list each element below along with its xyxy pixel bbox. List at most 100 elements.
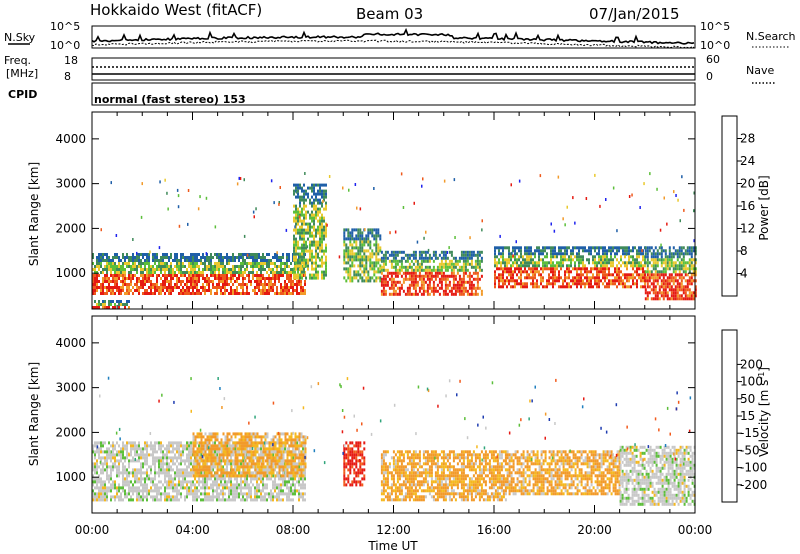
nave-tick-bottom: 0 xyxy=(706,70,713,83)
scatter-echo xyxy=(518,179,521,183)
scatter-echo xyxy=(688,429,691,433)
scatter-echo xyxy=(639,206,641,209)
scatter-echo xyxy=(301,188,303,191)
scatter-echo xyxy=(572,196,574,200)
scatter-echo xyxy=(530,458,533,461)
scatter-echo xyxy=(199,195,201,199)
scatter-echo xyxy=(361,422,363,426)
scatter-echo xyxy=(239,177,242,180)
scatter-echo xyxy=(323,461,326,465)
scatter-echo xyxy=(214,225,217,229)
scatter-echo xyxy=(658,428,660,432)
scatter-echo xyxy=(318,257,321,260)
scatter-echo xyxy=(353,414,355,418)
colorbar-tick-label: -100 xyxy=(740,461,767,475)
scatter-echo xyxy=(206,453,209,457)
scatter-echo xyxy=(341,409,344,412)
x-tick-label: 20:00 xyxy=(577,523,612,537)
scatter-echo xyxy=(161,393,163,397)
scatter-echo xyxy=(348,188,350,192)
beam-label: Beam 03 xyxy=(356,5,423,23)
scatter-echo xyxy=(605,430,608,434)
scatter-echo xyxy=(343,415,346,419)
scatter-echo xyxy=(677,400,680,404)
power-echo-cells xyxy=(92,172,697,309)
echo-band-6 xyxy=(644,246,697,301)
scatter-echo xyxy=(248,421,250,425)
scatter-echo xyxy=(158,246,161,250)
power-panel: 1000 2000 3000 4000 Slant Range [km] 4 8 12 16… xyxy=(27,111,771,310)
colorbar-tick-label: 15 xyxy=(740,409,755,423)
scatter-echo xyxy=(485,426,487,430)
scatter-echo xyxy=(402,206,405,209)
scatter-echo xyxy=(279,186,281,189)
scatter-echo xyxy=(626,447,629,451)
colorbar-tick-label: 100 xyxy=(740,375,763,389)
scatter-echo xyxy=(173,400,175,404)
scatter-echo xyxy=(190,409,192,413)
velocity-echo-cells xyxy=(92,376,696,506)
scatter-echo xyxy=(422,177,424,181)
scatter-echo xyxy=(659,228,662,232)
scatter-echo xyxy=(164,178,166,182)
noise-strip: N.Sky 10^5 10^0 10^5 10^0 N.Search xyxy=(4,20,796,52)
echo-band-2 xyxy=(293,183,327,280)
scatter-echo xyxy=(553,229,556,233)
scatter-echo xyxy=(566,205,568,209)
colorbar-tick-label: -200 xyxy=(740,478,767,492)
scatter-echo xyxy=(99,460,102,464)
scatter-echo xyxy=(344,444,346,448)
scatter-echo xyxy=(340,385,342,389)
scatter-echo xyxy=(338,255,341,259)
scatter-echo xyxy=(616,229,618,233)
scatter-echo xyxy=(544,412,547,416)
scatter-echo xyxy=(574,221,576,225)
scatter-echo xyxy=(109,450,111,454)
scatter-echo xyxy=(252,210,255,214)
scatter-echo xyxy=(676,391,678,395)
scatter-echo xyxy=(342,451,344,455)
scatter-echo xyxy=(362,386,365,390)
scatter-echo xyxy=(423,236,425,240)
scatter-echo xyxy=(246,253,249,257)
scatter-echo xyxy=(663,196,665,200)
scatter-echo xyxy=(304,455,306,459)
scatter-echo xyxy=(255,207,257,211)
scatter-echo xyxy=(278,202,280,206)
scatter-echo xyxy=(481,219,483,223)
scatter-echo xyxy=(166,191,168,195)
scatter-echo xyxy=(642,458,644,462)
scatter-echo xyxy=(291,409,293,413)
scatter-echo xyxy=(631,193,633,197)
scatter-echo xyxy=(529,399,531,403)
scatter-echo xyxy=(285,228,288,232)
scatter-echo xyxy=(483,446,486,450)
scatter-echo xyxy=(569,449,571,453)
scatter-echo xyxy=(476,445,478,449)
scatter-echo xyxy=(328,175,331,178)
scatter-echo xyxy=(625,252,628,256)
scatter-echo xyxy=(675,194,677,197)
colorbar-tick-label: -50 xyxy=(740,443,760,457)
nsky-trace xyxy=(91,27,695,45)
x-tick-label: 16:00 xyxy=(477,523,512,537)
nsearch-tick-bottom: 10^0 xyxy=(700,39,730,52)
echo-band-3 xyxy=(343,228,382,283)
scatter-echo xyxy=(118,427,121,431)
scatter-echo xyxy=(167,207,169,211)
scatter-echo xyxy=(356,428,358,432)
scatter-echo xyxy=(322,199,324,203)
scatter-echo xyxy=(649,172,651,176)
freq-strip: Freq. [MHz] 18 8 60 0 Nave xyxy=(4,53,776,84)
echo-band-3 xyxy=(380,450,507,502)
scatter-echo xyxy=(393,403,396,407)
nsearch-label: N.Search xyxy=(746,30,796,43)
scatter-echo xyxy=(417,385,420,389)
scatter-echo xyxy=(641,249,643,253)
scatter-echo xyxy=(683,208,685,212)
power-ylabel: Slant Range [km] xyxy=(27,162,41,266)
scatter-echo xyxy=(555,378,557,382)
echo-band-0 xyxy=(92,300,130,309)
scatter-echo xyxy=(581,405,584,409)
scatter-echo xyxy=(158,399,160,403)
